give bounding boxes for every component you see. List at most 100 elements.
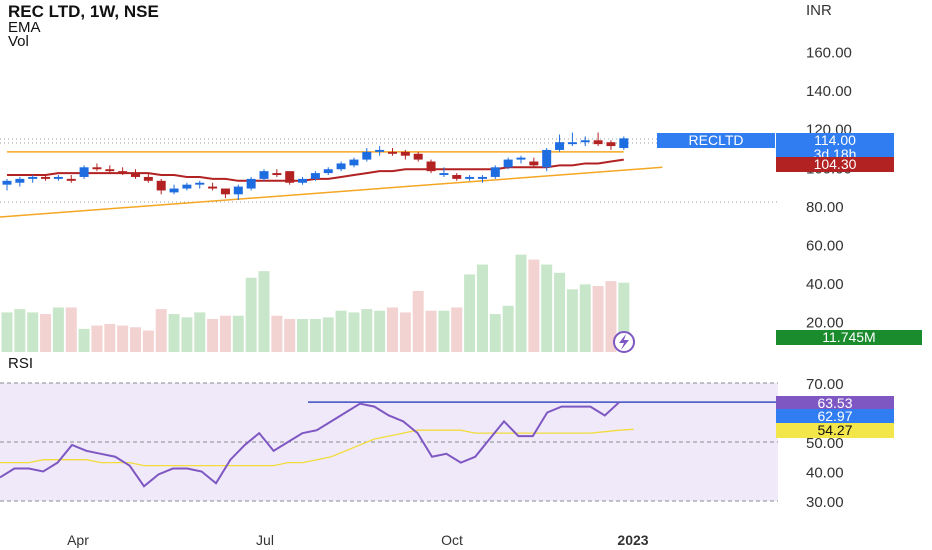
candle-body — [465, 176, 475, 179]
candle-body — [285, 171, 295, 183]
rsi-line — [0, 401, 620, 488]
candle-body — [516, 157, 526, 160]
price-axis: 160.00140.00120.00100.0080.0060.0040.002… — [806, 45, 852, 332]
candle-body — [118, 171, 128, 174]
candle-body — [143, 176, 153, 181]
candle-body — [619, 138, 629, 148]
volume-bar — [271, 315, 283, 352]
candle-body — [233, 186, 243, 195]
volume-bar — [1, 312, 13, 352]
candle-body — [182, 184, 192, 189]
volume-bar — [219, 315, 231, 352]
candle-body — [375, 149, 385, 152]
volume-bar — [502, 305, 514, 352]
candle-body — [362, 151, 372, 160]
candle-body — [477, 176, 487, 179]
volume-bar — [348, 312, 360, 352]
volume-bar — [309, 319, 321, 352]
candle-body — [413, 153, 423, 160]
candle-body — [400, 151, 410, 156]
volume-bar — [130, 327, 141, 352]
volume-bar — [155, 309, 167, 352]
price-tick-label: 60.00 — [806, 238, 844, 255]
volume-bar — [297, 319, 309, 352]
grid — [0, 138, 778, 502]
volume-bar — [515, 254, 527, 352]
candle-body — [323, 169, 333, 174]
candle-body — [336, 163, 346, 170]
candles — [2, 132, 629, 201]
overlay-lines — [0, 151, 663, 218]
candle-body — [272, 173, 282, 176]
candle-body — [66, 178, 76, 181]
volume-bar — [14, 309, 26, 352]
volume-bar — [91, 325, 103, 352]
volume-bar — [194, 312, 206, 352]
candle-body — [53, 176, 63, 179]
volume-bar — [464, 274, 476, 352]
candle-body — [15, 178, 25, 183]
volume-bar — [528, 259, 540, 352]
legend-vol[interactable]: Vol — [8, 33, 29, 50]
volume-bar — [322, 317, 334, 352]
volume-bar — [258, 271, 270, 352]
volume-bar — [181, 317, 193, 352]
legend-ema[interactable]: EMA — [8, 19, 41, 36]
time-axis: Apr Jul Oct 2023 — [67, 532, 649, 548]
volume-bar — [65, 307, 77, 352]
candle-body — [220, 188, 230, 195]
volume-bar — [451, 307, 463, 352]
volume-bar — [284, 319, 296, 352]
symbol-badge: RECLTD — [657, 133, 775, 148]
volume-bar — [52, 307, 64, 352]
candle-body — [79, 167, 89, 177]
candle-body — [542, 149, 552, 168]
price-tick-label: 20.00 — [806, 315, 844, 332]
volume-bar — [245, 277, 257, 352]
rsi-value-badge: 63.53 — [776, 396, 894, 411]
price-tick-label: 80.00 — [806, 199, 844, 216]
volume-bar — [412, 290, 424, 352]
candle-body — [593, 140, 603, 145]
volume-bar — [361, 309, 373, 352]
volume-bar — [605, 281, 617, 352]
volume-bar — [476, 264, 488, 352]
flash-icon[interactable] — [619, 334, 629, 350]
volume-bar — [438, 310, 450, 352]
volume-bar — [541, 264, 553, 352]
candle-body — [555, 142, 565, 150]
legend-rsi[interactable]: RSI — [8, 355, 34, 372]
volume-bar — [425, 310, 437, 352]
rsi-ma-line — [0, 428, 634, 467]
last-price-badge: 114.00 — [776, 133, 894, 148]
candle-body — [606, 142, 616, 147]
candle-body — [246, 178, 256, 189]
candle-body — [131, 173, 140, 177]
trendline-lower — [0, 166, 663, 218]
candle-body — [41, 176, 51, 179]
volume-bar — [554, 272, 566, 352]
volume-bar — [40, 314, 52, 352]
ema-value-badge: 104.30 — [776, 157, 894, 172]
volume-bar — [592, 286, 604, 352]
volume-bar — [618, 282, 630, 352]
candle-body — [529, 161, 539, 166]
volume-bar — [399, 312, 411, 352]
time-tick-label: Jul — [256, 532, 274, 548]
candle-body — [490, 167, 500, 177]
candle-body — [426, 161, 436, 172]
volume-value-badge: 11.745M — [776, 330, 922, 345]
rsi-ma-value-badge: 54.27 — [776, 423, 894, 438]
time-tick-label: Oct — [441, 532, 463, 548]
volume-bar — [207, 319, 219, 352]
volume-bar — [117, 325, 129, 352]
volume-bar — [387, 307, 398, 352]
candle-body — [298, 178, 308, 183]
candle-body — [195, 182, 205, 185]
volume-bar — [566, 289, 578, 352]
candle-body — [349, 159, 359, 166]
candle-body — [156, 180, 166, 191]
candle-body — [439, 173, 449, 176]
